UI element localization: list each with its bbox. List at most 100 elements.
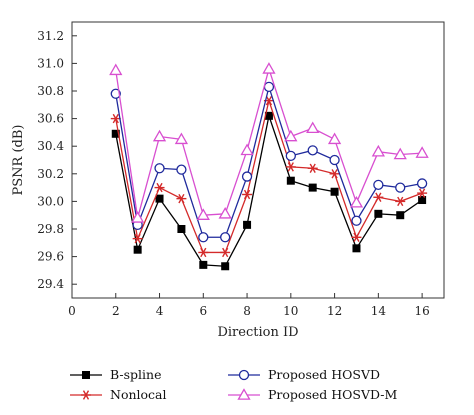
series-nonlocal — [110, 95, 428, 258]
data-point-2-14 — [416, 178, 428, 189]
data-point-0-13 — [396, 211, 405, 220]
data-point-3-2 — [152, 129, 167, 142]
data-point-2-0 — [110, 88, 121, 99]
y-tick-label: 30.6 — [37, 112, 64, 126]
y-tick-label: 29.6 — [37, 250, 64, 264]
data-point-3-12 — [371, 144, 385, 157]
data-point-0-5 — [221, 262, 230, 271]
y-tick-label: 30.2 — [37, 167, 64, 181]
data-point-1-8 — [285, 162, 296, 172]
legend-item-nonlocal: Nonlocal — [70, 387, 167, 402]
x-tick-label: 14 — [371, 304, 387, 318]
data-point-2-2 — [154, 163, 165, 174]
data-point-0-12 — [374, 209, 383, 218]
data-point-3-3 — [174, 132, 189, 145]
y-tick-label: 30.0 — [37, 194, 64, 208]
data-point-1-14 — [417, 188, 428, 198]
axes: 0 2 4 6 8 10 12 14 16 29.4 29.6 29.8 30.0 30.2 30.4 30.… — [37, 21, 445, 318]
data-point-3-13 — [393, 147, 407, 160]
y-tick-label: 30.4 — [37, 139, 64, 153]
legend-label: B-spline — [110, 367, 162, 382]
data-point-0-6 — [243, 220, 252, 229]
data-point-2-8 — [285, 150, 296, 162]
x-tick-label: 2 — [112, 304, 120, 318]
data-point-legend-0 — [82, 371, 90, 379]
data-point-0-0 — [111, 129, 120, 138]
data-point-2-6 — [241, 171, 253, 182]
data-point-0-8 — [286, 176, 295, 185]
legend-label: Proposed HOSVD-M — [268, 387, 397, 402]
data-point-3-0 — [109, 63, 123, 76]
data-point-1-11 — [351, 232, 362, 242]
x-tick-label: 12 — [327, 304, 342, 318]
data-point-0-11 — [352, 244, 361, 253]
data-point-0-1 — [133, 245, 142, 254]
data-point-legend-3 — [237, 388, 251, 400]
data-point-2-7 — [263, 81, 275, 93]
y-tick-label: 30.8 — [37, 84, 64, 98]
data-point-legend-1 — [81, 390, 91, 400]
data-point-0-2 — [155, 194, 164, 203]
data-point-2-12 — [373, 179, 384, 190]
x-tick-label: 8 — [243, 304, 251, 318]
data-point-3-1 — [131, 211, 145, 223]
data-point-1-10 — [329, 169, 340, 179]
data-point-legend-2 — [238, 369, 250, 381]
y-axis-title: PSNR (dB) — [11, 125, 26, 196]
x-tick-label: 4 — [156, 304, 164, 318]
series-b-spline — [111, 111, 427, 271]
series-proposed-hosvd-m — [109, 62, 429, 223]
data-point-2-9 — [307, 145, 318, 156]
legend-item-proposed-hosvd-m: Proposed HOSVD-M — [228, 387, 397, 402]
legend-item-proposed-hosvd: Proposed HOSVD — [228, 367, 380, 382]
y-tick-label: 31.2 — [37, 29, 64, 43]
legend-item-b-spline: B-spline — [70, 367, 162, 382]
data-point-1-13 — [395, 196, 406, 207]
data-point-1-4 — [198, 247, 209, 258]
data-point-3-8 — [284, 129, 298, 142]
data-point-1-6 — [242, 189, 253, 200]
series-line — [115, 98, 423, 254]
data-point-0-14 — [418, 196, 427, 205]
data-point-2-13 — [395, 182, 406, 193]
data-point-2-10 — [329, 154, 340, 166]
x-tick-label: 16 — [414, 304, 429, 318]
data-point-2-3 — [176, 164, 187, 175]
data-point-3-5 — [218, 207, 232, 219]
legend-label: Proposed HOSVD — [268, 367, 380, 382]
plot-frame — [71, 21, 445, 299]
data-point-2-5 — [220, 232, 231, 243]
y-tick-label: 29.8 — [37, 222, 64, 236]
series-layer — [109, 62, 429, 271]
x-axis-title: Direction ID — [217, 325, 298, 340]
legend: B-spline Nonlocal Proposed HOSVD Proposed H… — [70, 367, 397, 402]
data-point-3-10 — [327, 132, 342, 145]
data-point-1-5 — [220, 247, 231, 258]
y-tick-label: 31.0 — [37, 56, 64, 70]
data-point-1-3 — [176, 193, 187, 204]
data-point-1-1 — [132, 233, 143, 244]
x-tick-label: 10 — [283, 304, 298, 318]
data-point-1-9 — [307, 163, 318, 173]
x-tick-label: 0 — [68, 304, 76, 318]
y-tick-label: 29.4 — [37, 277, 64, 291]
data-point-1-0 — [110, 113, 121, 124]
data-point-0-3 — [177, 225, 186, 233]
data-point-1-12 — [373, 192, 384, 202]
data-point-3-14 — [415, 146, 429, 158]
data-point-3-7 — [262, 62, 276, 74]
data-point-3-4 — [196, 208, 210, 220]
series-proposed-hosvd — [110, 81, 428, 243]
data-point-0-10 — [330, 187, 339, 196]
data-point-0-4 — [199, 260, 208, 269]
x-tick-label: 6 — [199, 304, 207, 318]
data-point-0-9 — [308, 183, 317, 192]
data-point-0-7 — [264, 111, 273, 120]
data-point-2-11 — [351, 215, 362, 226]
data-point-3-6 — [240, 143, 254, 156]
legend-label: Nonlocal — [110, 387, 167, 402]
data-point-3-11 — [349, 195, 364, 208]
data-point-1-2 — [154, 182, 165, 193]
data-point-3-9 — [306, 121, 320, 134]
